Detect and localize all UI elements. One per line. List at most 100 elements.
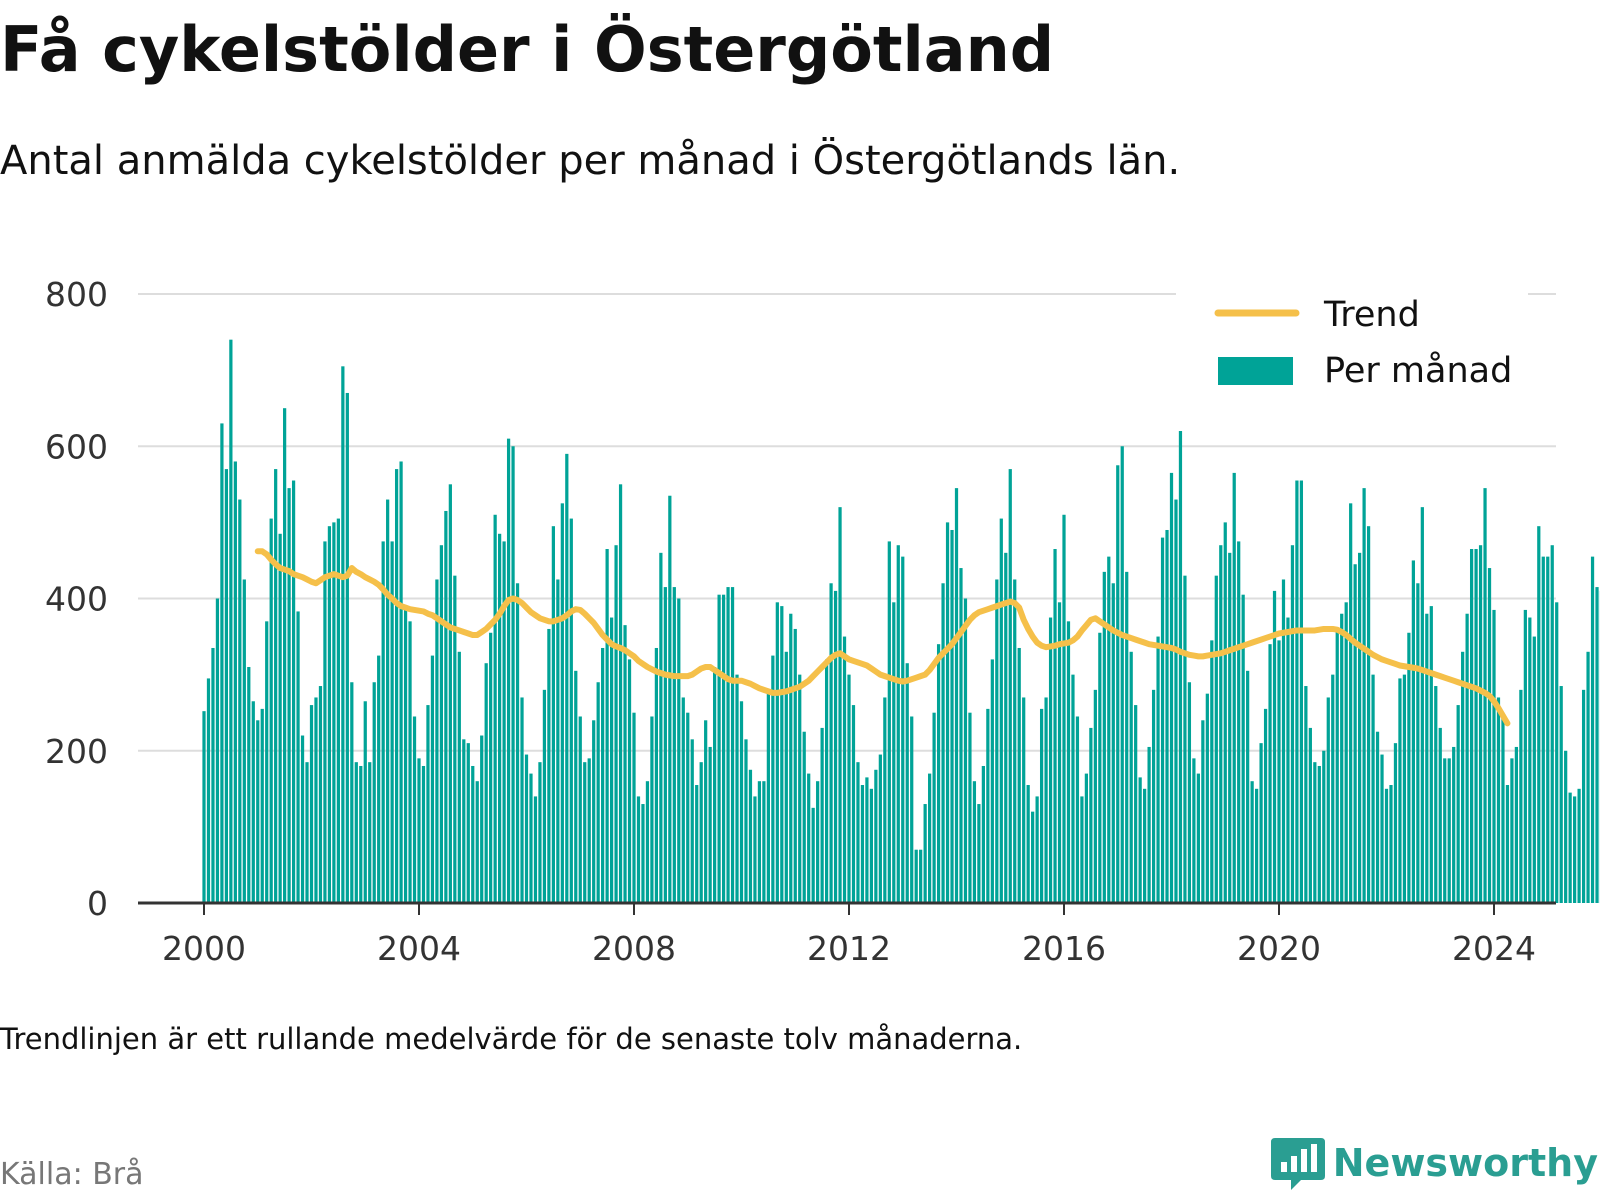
bar — [1416, 583, 1420, 903]
bar — [686, 712, 690, 903]
bar — [1228, 552, 1232, 903]
bar — [829, 583, 833, 903]
bar — [708, 746, 712, 903]
bar — [659, 552, 663, 903]
bar — [327, 526, 332, 903]
bar — [901, 556, 905, 903]
bar — [1546, 556, 1550, 903]
bar — [1474, 549, 1478, 903]
bar — [462, 739, 466, 903]
bar — [838, 507, 842, 903]
brand-logo: Newsworthy — [1269, 1134, 1598, 1192]
bar — [1308, 727, 1312, 903]
bar — [1116, 465, 1120, 903]
bar — [1577, 788, 1581, 903]
bar — [1013, 579, 1017, 903]
bar — [1093, 689, 1097, 903]
bar — [300, 735, 305, 903]
bar — [1071, 674, 1075, 904]
bar — [569, 518, 573, 903]
bar — [238, 499, 242, 903]
bar — [453, 575, 457, 903]
bar — [421, 765, 426, 903]
bar — [1340, 613, 1344, 903]
bar — [484, 663, 488, 903]
bar — [1250, 781, 1254, 903]
bar — [802, 731, 806, 903]
bar — [654, 647, 659, 903]
x-tick-label: 2016 — [1022, 929, 1106, 968]
bar — [587, 758, 591, 903]
bar — [1111, 583, 1115, 903]
bar — [524, 754, 529, 903]
bar — [251, 701, 255, 903]
bar — [475, 781, 479, 903]
bar — [1039, 708, 1044, 903]
bar — [842, 636, 847, 903]
bar — [533, 796, 538, 903]
bar — [417, 758, 421, 903]
bar — [493, 514, 497, 903]
bar — [627, 659, 632, 903]
bar — [1084, 773, 1089, 903]
bar — [502, 541, 506, 903]
bar — [1411, 560, 1415, 903]
bar — [650, 716, 654, 903]
bar — [345, 392, 349, 903]
bar — [1407, 632, 1411, 903]
bar — [1487, 568, 1492, 903]
bar — [215, 598, 220, 903]
x-tick-label: 2008 — [592, 929, 676, 968]
bar — [1286, 617, 1290, 903]
bar — [1053, 549, 1057, 903]
bar — [1492, 609, 1496, 903]
y-tick-label: 400 — [45, 580, 108, 619]
bar — [609, 617, 614, 903]
bar — [847, 674, 851, 904]
bar — [506, 438, 511, 903]
bar — [1057, 602, 1062, 903]
bar — [1178, 431, 1183, 903]
bar — [1523, 609, 1527, 903]
bar — [403, 609, 408, 903]
bar — [1555, 602, 1559, 903]
bar — [641, 804, 645, 903]
bar — [498, 533, 502, 903]
bar — [1313, 762, 1317, 903]
bar — [412, 716, 417, 903]
bar — [1456, 705, 1460, 903]
bar — [869, 788, 874, 903]
bar — [354, 762, 358, 903]
bar — [233, 461, 237, 903]
bar — [1263, 708, 1268, 903]
bar — [636, 796, 641, 903]
bar — [283, 408, 287, 903]
bar — [1210, 640, 1214, 903]
y-tick-label: 200 — [45, 732, 108, 771]
x-tick-label: 2000 — [162, 929, 246, 968]
bar — [466, 743, 470, 903]
bar — [291, 480, 296, 903]
bar — [1259, 743, 1263, 903]
bar — [1151, 689, 1156, 903]
bar — [954, 488, 959, 903]
bar — [323, 541, 327, 903]
bar — [919, 849, 923, 903]
bar — [1134, 705, 1138, 903]
bar — [1201, 720, 1205, 903]
newsworthy-logo-icon — [1270, 1138, 1325, 1190]
bar — [1586, 651, 1590, 903]
bar — [681, 697, 685, 903]
bar — [1322, 750, 1326, 903]
legend-trend-label: Trend — [1323, 295, 1420, 335]
bar — [1044, 697, 1048, 903]
bar — [1125, 571, 1129, 903]
bar — [1452, 746, 1456, 903]
bar — [448, 484, 452, 903]
bar — [1366, 526, 1371, 903]
bar — [1344, 602, 1348, 903]
bar — [739, 701, 744, 903]
bar — [1478, 545, 1483, 903]
bar — [1183, 575, 1187, 903]
